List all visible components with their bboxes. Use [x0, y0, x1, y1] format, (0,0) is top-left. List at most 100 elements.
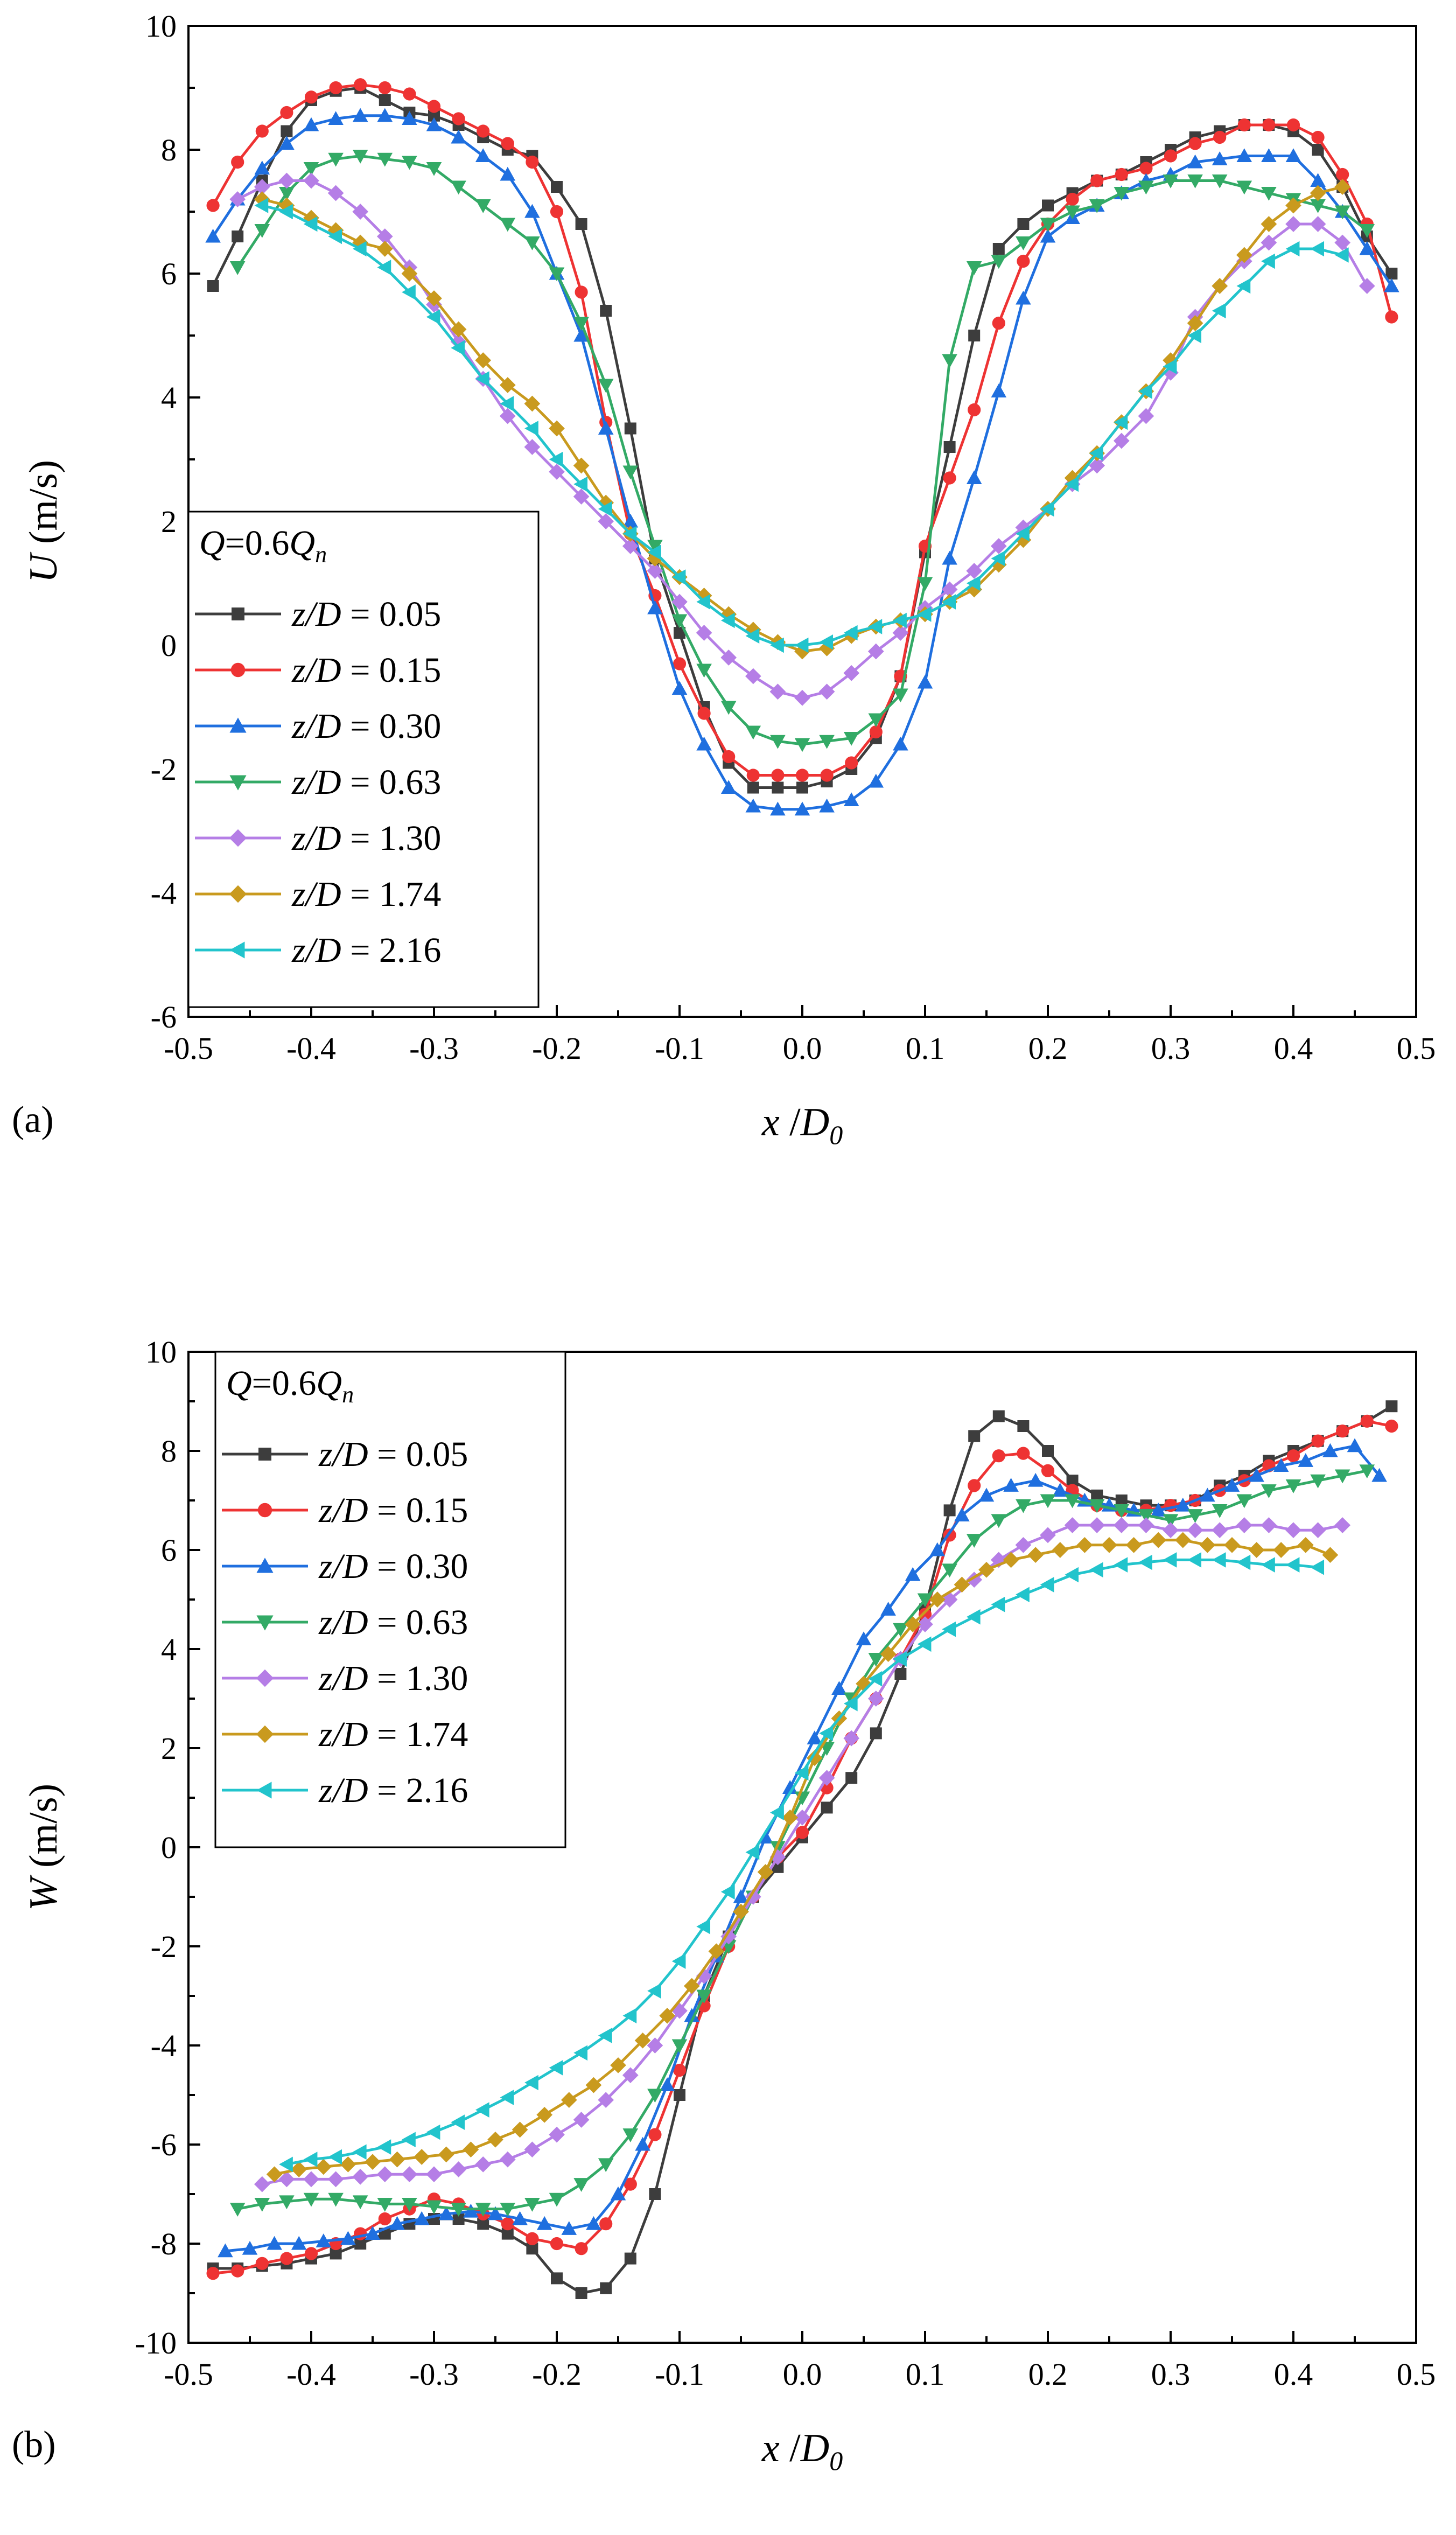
data-point	[647, 2037, 663, 2054]
data-point	[1199, 1537, 1216, 1553]
data-point	[451, 180, 466, 195]
data-point	[1064, 1517, 1081, 1533]
data-point	[279, 2195, 295, 2210]
data-point	[402, 111, 417, 125]
data-point	[868, 773, 884, 788]
data-point	[549, 2126, 565, 2143]
data-point	[696, 625, 712, 641]
panel-a-legend-title: Q=0.6Qn	[199, 523, 327, 568]
data-point	[770, 735, 786, 749]
x-tick-label: -0.1	[655, 2357, 704, 2392]
data-point	[819, 735, 835, 749]
data-point	[304, 90, 318, 104]
data-point	[622, 465, 639, 480]
data-point	[1286, 118, 1300, 132]
data-point	[1334, 234, 1351, 251]
data-point	[697, 707, 711, 720]
data-point	[477, 2218, 489, 2230]
data-point	[1052, 1483, 1068, 1497]
legend-label: z/D = 0.15	[318, 1491, 468, 1530]
data-point	[463, 2203, 479, 2218]
data-point	[1384, 278, 1399, 292]
data-point	[1312, 144, 1324, 156]
data-point	[255, 2257, 269, 2270]
data-point	[1371, 1468, 1387, 1482]
data-point	[1236, 148, 1252, 162]
panel-a-u-velocity: -0.5 -0.4 -0.3 -0.2 -0.1 0.0 0.1 0.2 0.3 0.4 0.5 -…	[12, 9, 1436, 1150]
data-point	[1113, 432, 1130, 449]
data-point	[1334, 1517, 1351, 1533]
data-point	[1017, 254, 1030, 268]
data-point	[968, 1479, 981, 1492]
legend-swatch-marker	[232, 607, 244, 620]
data-point	[992, 316, 1005, 330]
data-point	[1163, 174, 1179, 188]
data-point	[279, 2156, 293, 2173]
data-point	[720, 612, 735, 628]
legend-label: z/D = 1.30	[318, 1659, 468, 1698]
data-point	[340, 2156, 356, 2173]
data-point	[1016, 1587, 1030, 1603]
data-point	[438, 2146, 454, 2163]
x-tick-label: 0.1	[906, 1031, 945, 1066]
data-point	[303, 216, 318, 232]
legend-entry: z/D = 0.30	[195, 707, 441, 746]
data-point	[1016, 1499, 1031, 1513]
data-point	[1042, 1445, 1054, 1457]
data-point	[501, 2217, 514, 2231]
data-point	[610, 2057, 626, 2073]
data-point	[1065, 476, 1079, 492]
data-point	[206, 2267, 220, 2280]
x-tick-label: -0.1	[655, 1031, 704, 1066]
data-point	[487, 2131, 503, 2148]
data-point	[1334, 247, 1349, 263]
data-point	[524, 2141, 541, 2158]
data-point	[917, 674, 933, 689]
data-point	[978, 1561, 995, 1578]
data-point	[1187, 315, 1203, 331]
data-point	[745, 798, 761, 813]
data-point	[573, 327, 589, 342]
data-point	[1089, 1517, 1105, 1533]
panel-a-series-layer	[205, 78, 1399, 816]
legend-label: z/D = 1.74	[291, 875, 441, 914]
data-point	[843, 1730, 860, 1747]
data-point	[1237, 118, 1251, 132]
data-point	[266, 2166, 283, 2183]
data-point	[991, 1514, 1007, 1528]
data-point	[402, 284, 416, 300]
panel-a-y-axis: -6 -4 -2 0 2 4 6 8 10	[145, 9, 200, 1035]
data-point	[573, 476, 588, 492]
data-point	[328, 228, 342, 245]
legend-label: z/D = 0.15	[291, 651, 441, 690]
data-point	[733, 1889, 749, 1903]
data-point	[1200, 1488, 1215, 1502]
data-point	[659, 2077, 675, 2092]
data-point	[624, 2177, 637, 2191]
data-point	[229, 261, 246, 275]
data-point	[573, 457, 590, 474]
panel-a-x-axis-title: x /D0	[761, 1100, 843, 1150]
data-point	[354, 78, 367, 92]
data-point	[992, 1449, 1005, 1463]
data-point	[1113, 1517, 1130, 1533]
data-point	[1310, 1522, 1326, 1539]
data-point	[536, 2216, 552, 2230]
data-point	[450, 2161, 467, 2177]
data-point	[1138, 180, 1154, 195]
data-point	[1150, 1532, 1167, 1548]
data-point	[329, 81, 342, 95]
data-point	[917, 1593, 933, 1608]
legend-swatch-marker	[256, 1615, 274, 1631]
y-tick-label: -2	[151, 752, 177, 787]
data-point	[770, 637, 784, 653]
data-point	[820, 769, 834, 782]
data-point	[600, 2282, 612, 2294]
data-point	[943, 441, 956, 453]
data-point	[1065, 1494, 1080, 1509]
data-point	[821, 1801, 833, 1814]
data-point	[746, 769, 760, 782]
data-point	[1212, 278, 1228, 294]
data-point	[598, 379, 614, 393]
data-point	[328, 2192, 344, 2207]
